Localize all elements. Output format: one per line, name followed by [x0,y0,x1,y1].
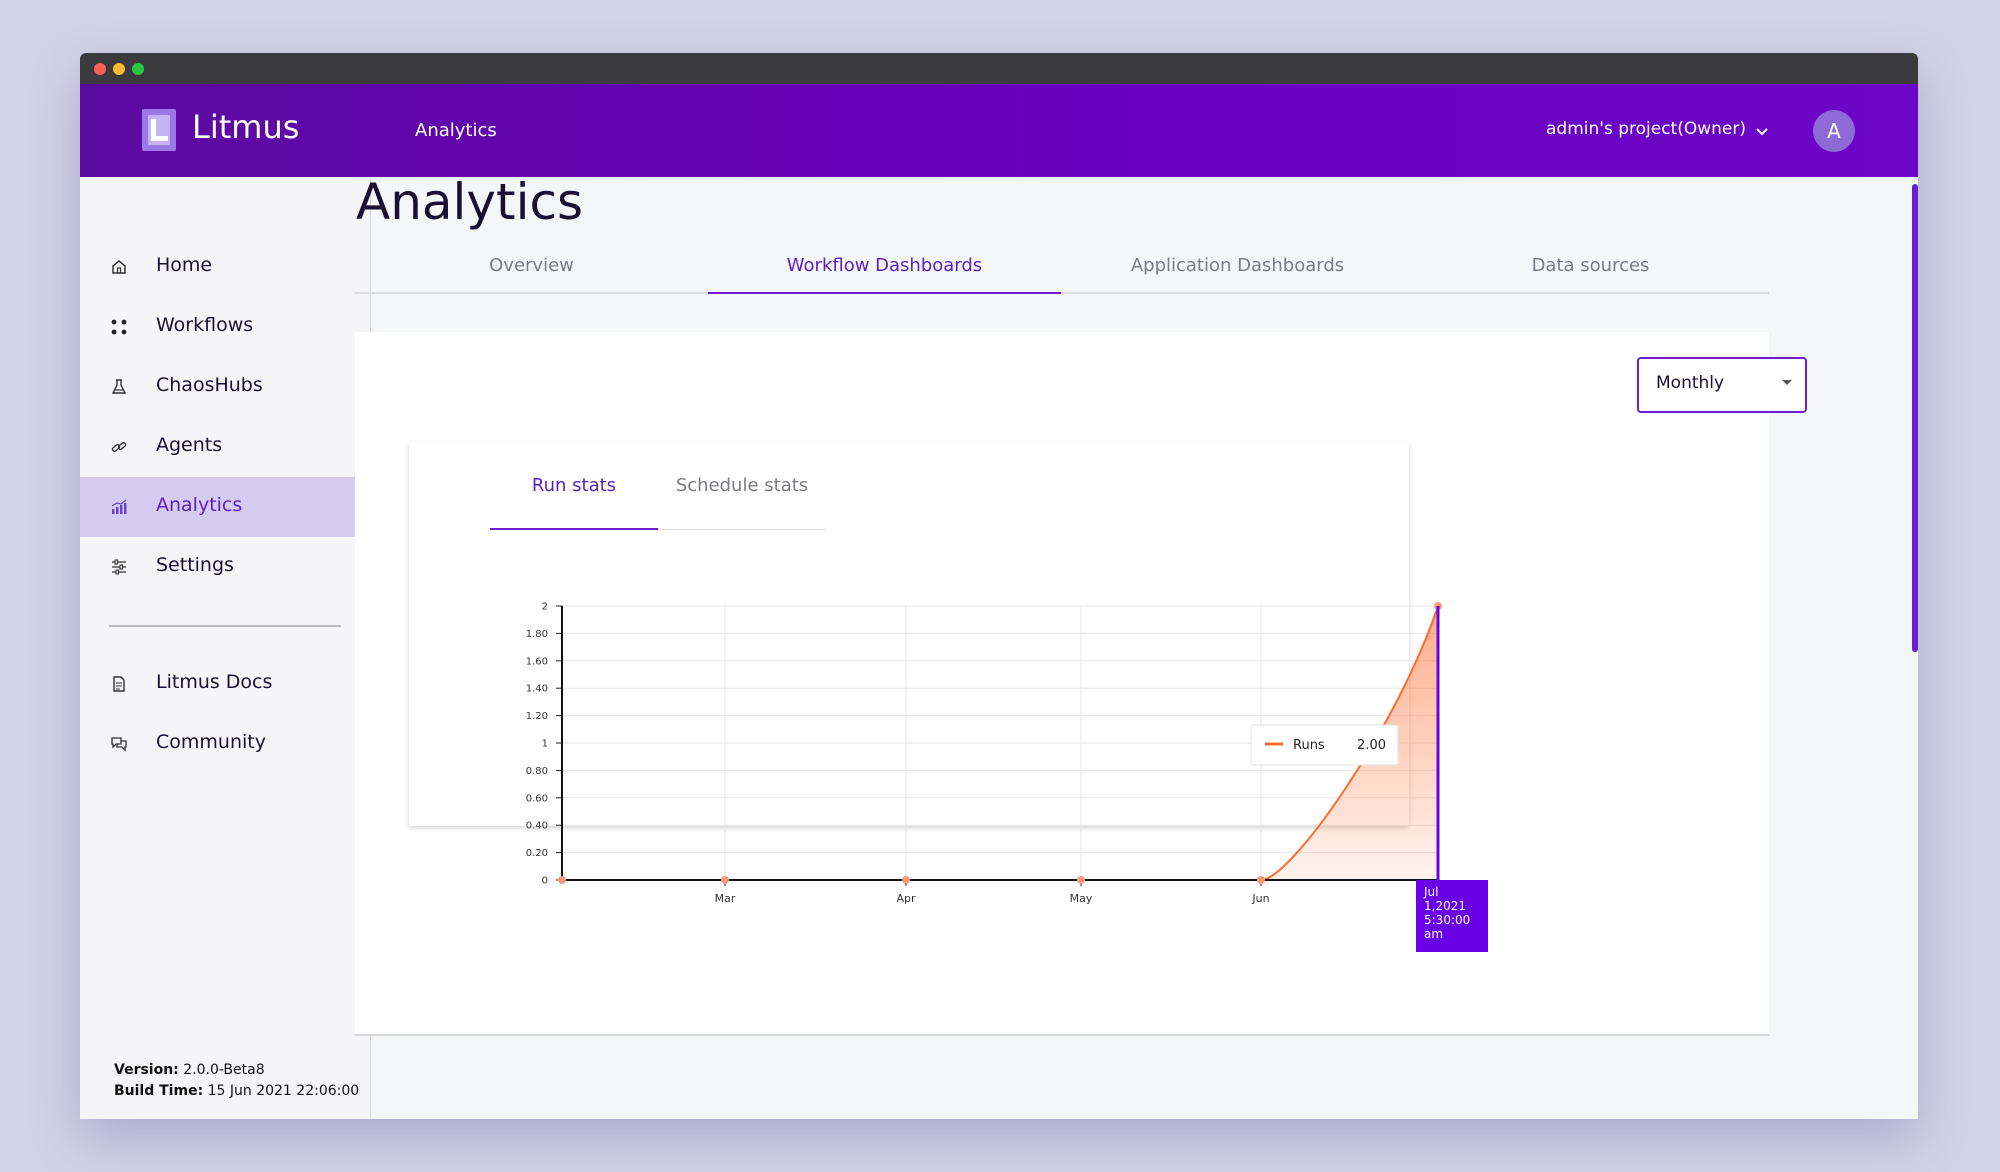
y-tick-label: 0.80 [526,766,548,777]
y-tick-label: 1.80 [526,629,548,640]
tab-data-sources[interactable]: Data sources [1531,255,1650,276]
document-icon [113,676,125,692]
sidebar-item-analytics[interactable]: Analytics [80,477,370,537]
version-label: Version: [114,1062,179,1078]
crosshair-date-label: Jul [1423,885,1438,899]
header-page-title: Analytics [415,120,497,141]
sidebar-divider [109,625,341,627]
tab-application-dashboards[interactable]: Application Dashboards [1130,255,1345,276]
version-value: 2.0.0-Beta8 [183,1062,265,1078]
brand-name[interactable]: Litmus [192,108,300,146]
chevron-down-icon[interactable] [1754,123,1770,139]
y-tick-label: 1.60 [526,656,548,667]
sidebar-item-label: Litmus Docs [156,671,273,693]
version-info: Version: 2.0.0-Beta8 Build Time: 15 Jun … [114,1060,359,1102]
y-tick-label: 1 [542,739,548,750]
home-icon [112,260,126,274]
build-time-label: Build Time: [114,1083,204,1099]
sidebar-item-label: Workflows [156,314,254,336]
y-tick-label: 2 [542,602,548,613]
tab-run-stats[interactable]: Run stats [490,442,658,530]
minimize-window-button[interactable] [113,63,125,75]
tooltip-box [1250,724,1399,766]
chat-icon [111,737,127,752]
close-window-button[interactable] [94,63,106,75]
maximize-window-button[interactable] [132,63,144,75]
sidebar-item-label: Analytics [156,494,243,516]
caret-down-icon [1782,380,1792,385]
flask-icon [111,379,127,394]
analytics-tabs: Overview Workflow Dashboards Application… [355,240,1769,294]
x-tick-label: Mar [715,892,736,905]
project-selector[interactable]: admin's project(Owner) [1546,119,1746,139]
period-select[interactable]: Monthly [1637,357,1807,413]
y-tick-label: 1.40 [526,684,548,695]
y-tick-label: 0.20 [526,848,548,859]
litmus-logo-icon[interactable] [142,109,176,151]
sidebar-item-workflows[interactable]: Workflows [80,297,370,357]
sliders-icon [112,559,126,575]
tab-workflow-dashboards[interactable]: Workflow Dashboards [708,240,1061,294]
y-tick-label: 0.40 [526,821,548,832]
sidebar: Home Workflows ChaosHubs Agents [80,177,371,1119]
page-scrollbar[interactable] [1912,184,1918,652]
page-title: Analytics [356,173,584,231]
sidebar-item-label: Agents [156,434,223,456]
sidebar-item-home[interactable]: Home [80,237,370,297]
x-tick-label: May [1070,892,1093,905]
y-tick-label: 1.20 [526,711,548,722]
tooltip-series-name: Runs [1293,738,1325,753]
sidebar-item-label: Community [156,731,266,753]
run-stats-card: Run stats Schedule stats [409,442,1409,826]
link-icon [111,442,127,452]
analytics-icon [111,499,127,514]
avatar[interactable]: A [1813,110,1855,152]
tab-overview[interactable]: Overview [489,255,574,276]
sidebar-item-label: ChaosHubs [156,374,263,396]
window-titlebar [80,53,1918,84]
tab-schedule-stats[interactable]: Schedule stats [658,442,826,530]
runs-area [562,606,1438,880]
data-point [721,876,729,884]
y-tick-label: 0 [542,876,548,887]
workflows-icon [111,319,127,335]
runs-series-line [562,605,1439,881]
sidebar-item-label: Home [156,254,213,276]
data-point [902,876,910,884]
x-tick-label: Apr [896,892,916,905]
sidebar-item-community[interactable]: Community [80,714,370,774]
sidebar-item-litmus-docs[interactable]: Litmus Docs [80,654,370,714]
crosshair-date-box [1416,880,1488,952]
crosshair-date-label: am [1424,927,1443,941]
data-point [1257,876,1265,884]
runs-area-chart[interactable]: 0 0.20 0.40 0.60 0.80 1 1.20 1.40 1.60 1.80 2 Mar Ap… [409,442,1509,962]
build-time-value: 15 Jun 2021 22:06:00 [207,1083,360,1099]
sidebar-item-chaoshubs[interactable]: ChaosHubs [80,357,370,417]
sidebar-item-settings[interactable]: Settings [80,537,370,597]
tooltip-value: 2.00 [1357,738,1386,753]
period-select-value: Monthly [1656,373,1725,393]
x-tick-label: Jun [1251,892,1269,905]
sidebar-item-label: Settings [156,554,234,576]
app-header: Litmus Analytics admin's project(Owner) … [80,84,1918,177]
crosshair-date-label: 1,2021 [1424,899,1466,913]
data-point [558,876,566,884]
y-tick-label: 0.60 [526,793,548,804]
sidebar-item-agents[interactable]: Agents [80,417,370,477]
data-point [1077,876,1085,884]
crosshair-date-label: 5:30:00 [1424,913,1470,927]
